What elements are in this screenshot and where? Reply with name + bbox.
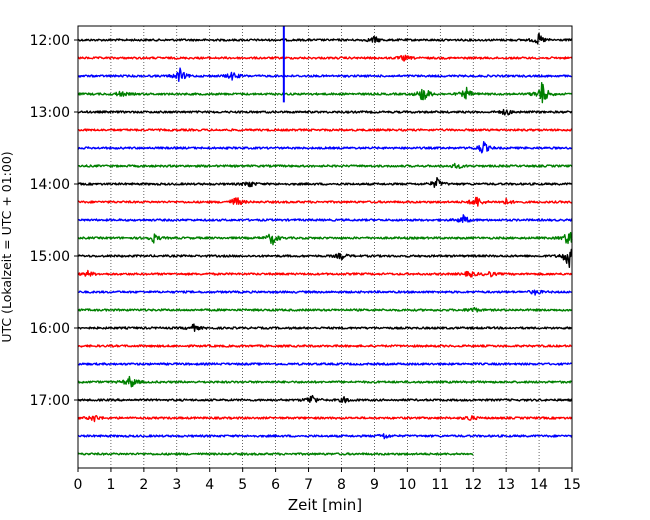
- seismic-trace-line: [77, 289, 573, 296]
- x-tick-label: 13: [497, 477, 515, 493]
- x-tick-label: 2: [139, 477, 148, 493]
- seismic-trace-line: [77, 162, 573, 169]
- seismic-trace-line: [77, 452, 474, 456]
- x-axis-label: Zeit [min]: [288, 496, 362, 514]
- x-tick-label: 10: [398, 477, 416, 493]
- seismic-trace-line: [77, 433, 573, 440]
- seismic-trace-line: [77, 248, 573, 269]
- seismic-trace-line: [77, 108, 573, 116]
- x-tick-label: 0: [74, 477, 83, 493]
- x-tick-label: 9: [370, 477, 379, 493]
- seismic-trace-line: [77, 196, 573, 207]
- seismic-trace-line: [77, 394, 573, 404]
- seismic-trace-line: [77, 231, 573, 246]
- seismic-trace-line: [77, 269, 573, 278]
- x-tick-label: 3: [172, 477, 181, 493]
- y-tick-label: 15:00: [30, 249, 70, 265]
- x-tick-label: 5: [238, 477, 247, 493]
- x-tick-label: 8: [337, 477, 346, 493]
- seismic-traces: [77, 32, 573, 456]
- x-axis-ticks: 0 1 2 3 4 5 6 7 8 9 10 11 12 13 14 15: [74, 468, 581, 493]
- y-tick-label: 14:00: [30, 177, 70, 193]
- seismic-trace-line: [77, 344, 573, 348]
- seismic-trace-line: [77, 54, 573, 62]
- x-tick-label: 15: [563, 477, 581, 493]
- x-tick-label: 7: [304, 477, 313, 493]
- x-tick-label: 12: [464, 477, 482, 493]
- y-tick-label: 12:00: [30, 33, 70, 49]
- seismic-trace-line: [77, 214, 573, 223]
- seismic-trace-line: [77, 67, 573, 83]
- seismic-trace-line: [77, 32, 573, 45]
- y-tick-label: 16:00: [30, 321, 70, 337]
- y-tick-label: 17:00: [30, 393, 70, 409]
- x-tick-label: 6: [271, 477, 280, 493]
- seismic-trace-line: [77, 375, 573, 388]
- y-axis-label: UTC (Lokalzeit = UTC + 01:00): [0, 151, 14, 342]
- seismic-trace-line: [77, 323, 573, 332]
- seismic-trace-line: [77, 141, 573, 154]
- plot-frame: [77, 25, 573, 469]
- x-tick-label: 4: [205, 477, 214, 493]
- seismic-trace-line: [77, 415, 573, 423]
- seismic-trace-line: [77, 306, 573, 313]
- seismic-trace-line: [77, 176, 573, 188]
- x-tick-label: 11: [431, 477, 449, 493]
- x-tick-label: 14: [530, 477, 548, 493]
- x-tick-label: 1: [106, 477, 115, 493]
- seismic-trace-line: [77, 128, 573, 132]
- y-axis-ticks: 12:00 13:00 14:00 15:00 16:00 17:00: [30, 33, 78, 409]
- y-tick-label: 13:00: [30, 105, 70, 121]
- seismic-trace-line: [77, 82, 573, 104]
- seismic-trace-line: [77, 362, 573, 366]
